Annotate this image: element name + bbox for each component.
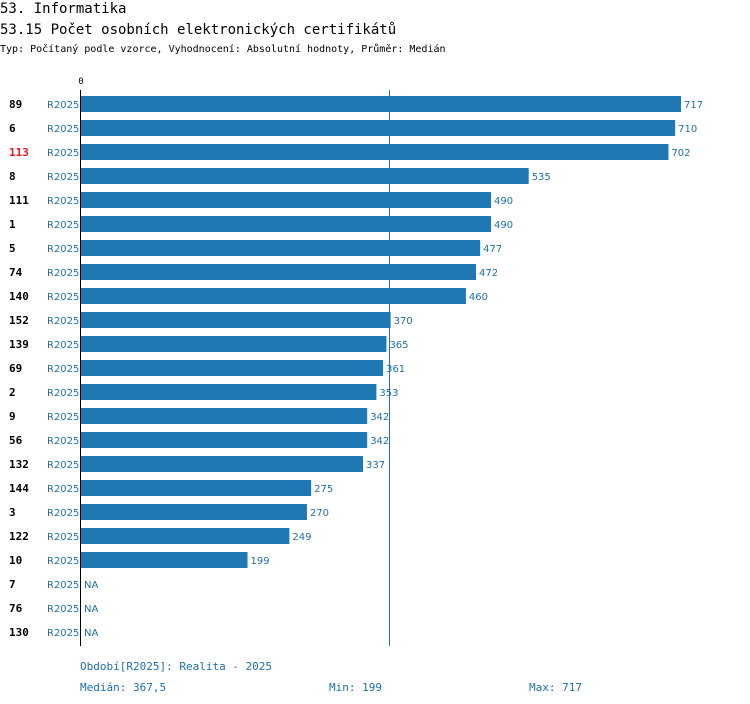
bar [81, 144, 669, 160]
series-label: R2025 [47, 484, 79, 495]
category-label: 9 [9, 410, 16, 423]
bar [81, 168, 529, 184]
series-label: R2025 [47, 244, 79, 255]
value-label: 702 [671, 148, 690, 159]
series-label: R2025 [47, 436, 79, 447]
category-label: 3 [9, 506, 16, 519]
series-label: R2025 [47, 124, 79, 135]
category-label: 5 [9, 242, 16, 255]
category-label: 1 [9, 218, 16, 231]
series-label: R2025 [47, 508, 79, 519]
value-label: 342 [370, 412, 389, 423]
value-label: 249 [292, 532, 311, 543]
series-label: R2025 [47, 364, 79, 375]
bar [81, 336, 387, 352]
series-label: R2025 [47, 220, 79, 231]
series-label: R2025 [47, 412, 79, 423]
category-label: 140 [9, 290, 29, 303]
value-label: 490 [494, 196, 513, 207]
bar [81, 240, 481, 256]
value-label: 361 [386, 364, 405, 375]
value-label: 365 [389, 340, 408, 351]
category-label: 6 [9, 122, 16, 135]
footer-period: Období[R2025]: Realita - 2025 [80, 660, 273, 673]
category-label: 144 [9, 482, 29, 495]
value-label: 342 [370, 436, 389, 447]
category-label: 69 [9, 362, 22, 375]
category-label: 89 [9, 98, 22, 111]
bar [81, 456, 364, 472]
bar [81, 360, 384, 376]
bar [81, 264, 476, 280]
category-label: 139 [9, 338, 29, 351]
category-label: 152 [9, 314, 29, 327]
category-label: 8 [9, 170, 16, 183]
value-label: 477 [483, 244, 502, 255]
series-label: R2025 [47, 292, 79, 303]
footer-median: Medián: 367,5 [80, 681, 167, 694]
value-label: 717 [684, 100, 703, 111]
chart-subtitle: Typ: Počítaný podle vzorce, Vyhodnocení:… [0, 44, 446, 55]
series-label: R2025 [47, 532, 79, 543]
value-label: 490 [494, 220, 513, 231]
value-label: 275 [314, 484, 333, 495]
value-label: 535 [532, 172, 551, 183]
bar [81, 432, 368, 448]
category-label: 132 [9, 458, 29, 471]
value-label: 472 [479, 268, 498, 279]
bar [81, 120, 676, 136]
value-label: NA [84, 580, 98, 591]
bar [81, 480, 312, 496]
category-label: 113 [9, 146, 29, 159]
series-label: R2025 [47, 388, 79, 399]
bar [81, 312, 391, 328]
value-label: 337 [366, 460, 385, 471]
category-label: 56 [9, 434, 23, 447]
series-label: R2025 [47, 580, 79, 591]
chart-title: 53.15 Počet osobních elektronických cert… [0, 22, 397, 38]
bar [81, 288, 466, 304]
value-label: 460 [469, 292, 488, 303]
bar [81, 528, 290, 544]
category-label: 2 [9, 386, 16, 399]
section-title: 53. Informatika [0, 1, 127, 17]
category-label: 7 [9, 578, 16, 591]
category-label: 76 [9, 602, 23, 615]
footer-min: Min: 199 [329, 681, 382, 694]
bar [81, 552, 248, 568]
value-label: 353 [379, 388, 398, 399]
value-label: NA [84, 604, 98, 615]
value-label: 199 [251, 556, 270, 567]
bar [81, 384, 377, 400]
series-label: R2025 [47, 100, 79, 111]
axis-zero-label: 0 [78, 77, 83, 87]
series-label: R2025 [47, 172, 79, 183]
series-label: R2025 [47, 460, 79, 471]
category-label: 130 [9, 626, 29, 639]
bar [81, 408, 368, 424]
series-label: R2025 [47, 604, 79, 615]
series-label: R2025 [47, 340, 79, 351]
footer-max: Max: 717 [529, 681, 582, 694]
series-label: R2025 [47, 628, 79, 639]
bar [81, 96, 681, 112]
series-label: R2025 [47, 148, 79, 159]
value-label: 270 [310, 508, 329, 519]
series-label: R2025 [47, 196, 79, 207]
series-label: R2025 [47, 268, 79, 279]
category-label: 74 [9, 266, 23, 279]
category-label: 111 [9, 194, 29, 207]
series-label: R2025 [47, 316, 79, 327]
value-label: NA [84, 628, 98, 639]
category-label: 10 [9, 554, 22, 567]
category-label: 122 [9, 530, 29, 543]
value-label: 370 [394, 316, 413, 327]
bar [81, 216, 492, 232]
bar [81, 504, 307, 520]
value-label: 710 [678, 124, 697, 135]
bar [81, 192, 492, 208]
series-label: R2025 [47, 556, 79, 567]
